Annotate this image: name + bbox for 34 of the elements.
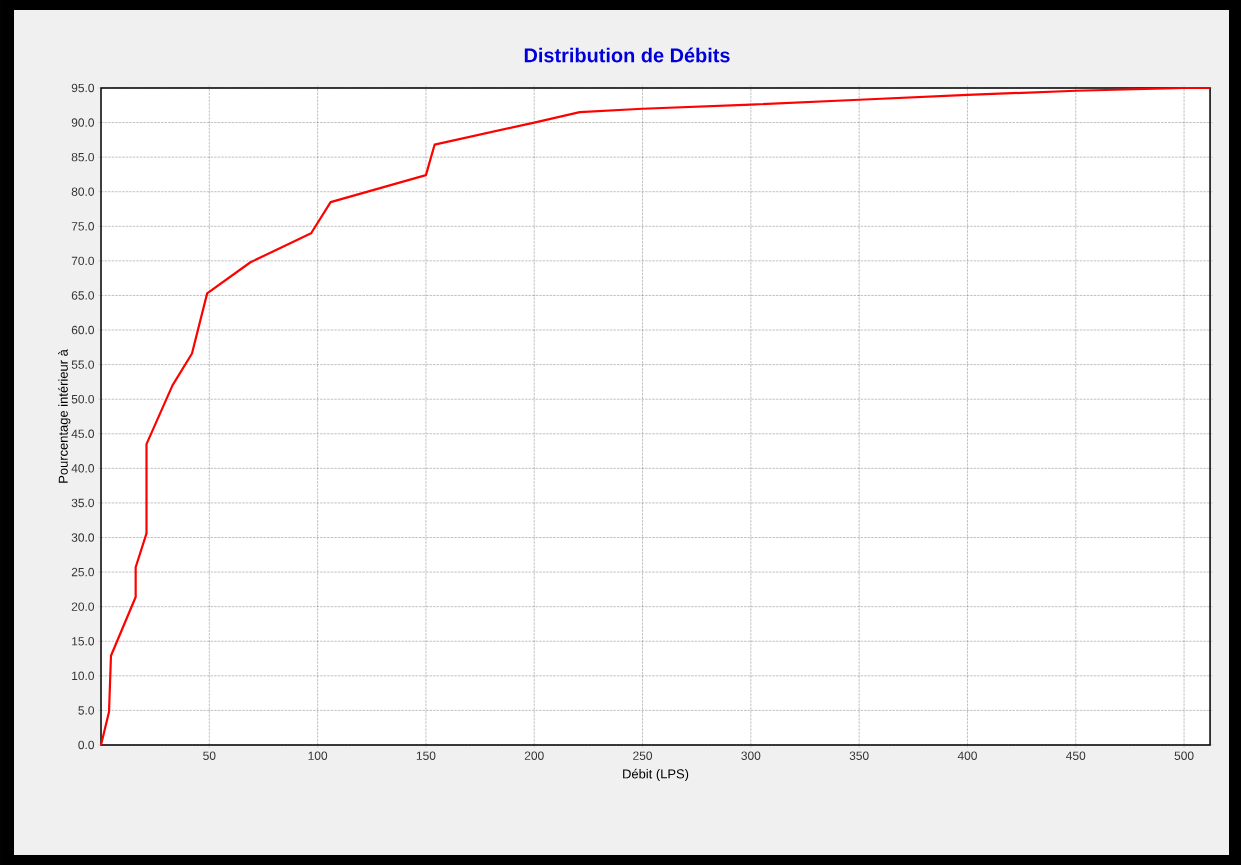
y-axis-title: Pourcentage intérieur à xyxy=(58,349,71,483)
x-tick-label: 450 xyxy=(1066,751,1086,760)
x-axis-title: Débit (LPS) xyxy=(623,768,689,782)
x-tick-label: 300 xyxy=(741,751,761,760)
x-tick-label: 350 xyxy=(849,751,869,760)
y-tick-label: 60.0 xyxy=(71,325,95,335)
y-tick-label: 85.0 xyxy=(71,152,95,162)
y-tick-label: 80.0 xyxy=(71,187,95,196)
x-tick-label: 250 xyxy=(633,751,653,760)
y-tick-label: 0.0 xyxy=(78,740,95,750)
y-tick-label: 90.0 xyxy=(71,118,95,127)
x-tick-label: 100 xyxy=(308,751,328,760)
y-tick-label: 75.0 xyxy=(71,222,95,231)
x-tick-label: 150 xyxy=(416,751,436,760)
y-tick-label: 65.0 xyxy=(71,291,95,300)
y-tick-label: 10.0 xyxy=(72,671,95,681)
line-series xyxy=(99,86,1212,747)
y-tick-label: 40.0 xyxy=(71,464,95,473)
y-tick-label: 30.0 xyxy=(71,533,95,542)
x-tick-label: 500 xyxy=(1174,751,1194,760)
y-tick-label: 50.0 xyxy=(71,394,95,404)
y-tick-label: 55.0 xyxy=(71,360,95,369)
y-tick-label: 95.0 xyxy=(71,83,95,93)
y-tick-label: 35.0 xyxy=(71,498,95,508)
chart-title: Distribution de Débits xyxy=(524,47,730,63)
y-tick-label: 20.0 xyxy=(71,602,95,611)
y-tick-label: 5.0 xyxy=(78,706,95,715)
x-tick-label: 400 xyxy=(957,751,977,760)
y-tick-label: 45.0 xyxy=(71,429,95,438)
y-tick-label: 15.0 xyxy=(72,637,95,646)
x-tick-label: 200 xyxy=(524,751,544,760)
x-tick-label: 50 xyxy=(203,751,216,760)
y-tick-label: 25.0 xyxy=(71,567,95,577)
y-tick-label: 70.0 xyxy=(71,256,95,266)
